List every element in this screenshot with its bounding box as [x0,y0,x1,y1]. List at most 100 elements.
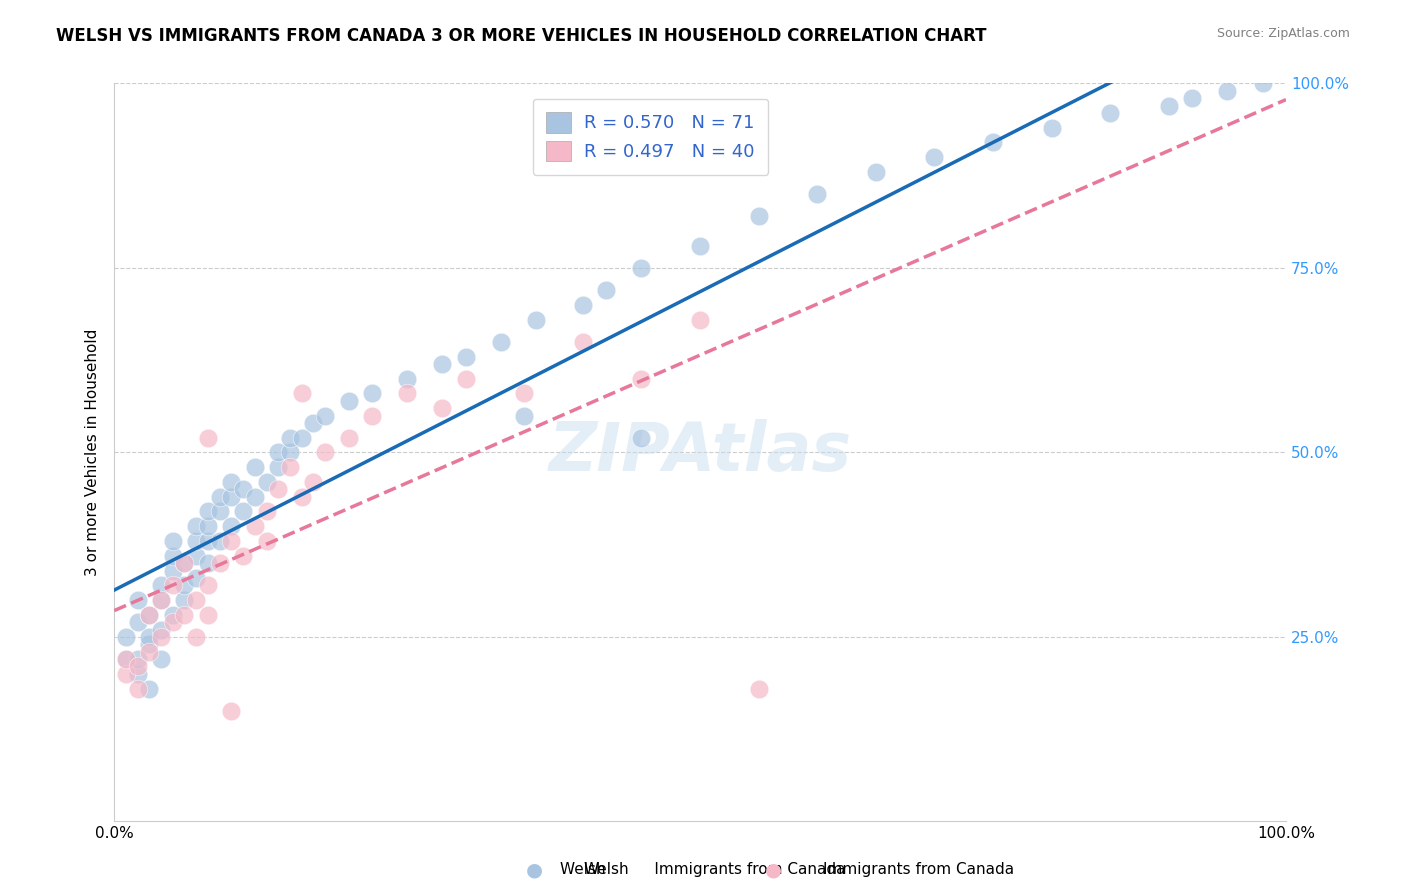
Point [127,659,149,673]
Text: Source: ZipAtlas.com: Source: ZipAtlas.com [1216,27,1350,40]
Point [243,490,266,504]
Point [1040,120,1063,135]
Point [221,704,243,718]
Point [291,490,314,504]
Point [243,460,266,475]
Point [186,593,208,607]
Point [595,283,617,297]
Point [302,416,325,430]
Point [173,607,195,622]
Point [337,431,360,445]
Point [1099,106,1122,120]
Point [186,630,208,644]
Point [162,534,184,549]
Point [150,630,173,644]
Y-axis label: 3 or more Vehicles in Household: 3 or more Vehicles in Household [86,329,100,576]
Text: ●: ● [526,860,543,880]
Point [127,615,149,630]
Point [432,401,454,416]
Text: WELSH VS IMMIGRANTS FROM CANADA 3 OR MORE VEHICLES IN HOUSEHOLD CORRELATION CHAR: WELSH VS IMMIGRANTS FROM CANADA 3 OR MOR… [56,27,987,45]
Point [138,645,160,659]
Point [150,623,173,637]
Point [138,637,160,651]
Point [361,386,384,401]
Point [314,445,336,459]
Point [162,549,184,563]
Point [489,334,512,349]
Point [291,386,314,401]
Point [396,386,419,401]
Point [208,534,231,549]
Text: Immigrants from Canada: Immigrants from Canada [823,863,1014,877]
Point [173,556,195,570]
Point [513,409,536,423]
Point [221,475,243,489]
Point [572,334,595,349]
Point [208,556,231,570]
Point [221,534,243,549]
Point [115,666,138,681]
Point [138,630,160,644]
Point [748,681,770,696]
Point [748,209,770,223]
Point [278,460,301,475]
Point [208,490,231,504]
Point [689,312,711,326]
Point [454,371,477,385]
Point [173,593,195,607]
Point [232,504,254,518]
Point [1157,98,1180,112]
Point [173,556,195,570]
Point [162,578,184,592]
Point [513,386,536,401]
Point [256,475,278,489]
Point [162,564,184,578]
Point [150,593,173,607]
Point [232,483,254,497]
Point [127,666,149,681]
Point [162,607,184,622]
Point [267,445,290,459]
Point [267,460,290,475]
Point [432,357,454,371]
Point [630,431,652,445]
Point [173,578,195,592]
Point [267,483,290,497]
Point [981,136,1004,150]
Point [1216,84,1239,98]
Point [278,445,301,459]
Point [524,312,547,326]
Point [806,187,828,202]
Point [243,519,266,533]
Point [865,165,887,179]
Point [361,409,384,423]
Point [302,475,325,489]
Point [1181,91,1204,105]
Point [689,239,711,253]
Point [221,490,243,504]
Legend: R = 0.570   N = 71, R = 0.497   N = 40: R = 0.570 N = 71, R = 0.497 N = 40 [533,99,768,175]
Text: ZIPAtlas: ZIPAtlas [548,419,852,485]
Point [150,593,173,607]
Point [197,519,219,533]
Point [186,519,208,533]
Point [256,534,278,549]
Point [138,607,160,622]
Point [197,556,219,570]
Point [924,150,946,164]
Point [197,578,219,592]
Text: ●: ● [765,860,782,880]
Point [232,549,254,563]
Point [127,681,149,696]
Point [337,393,360,408]
Point [630,371,652,385]
Text: Welsh: Welsh [583,863,628,877]
Point [197,431,219,445]
Point [186,549,208,563]
Point [138,681,160,696]
Point [256,504,278,518]
Point [454,350,477,364]
Point [291,431,314,445]
Point [186,571,208,585]
Point [221,519,243,533]
